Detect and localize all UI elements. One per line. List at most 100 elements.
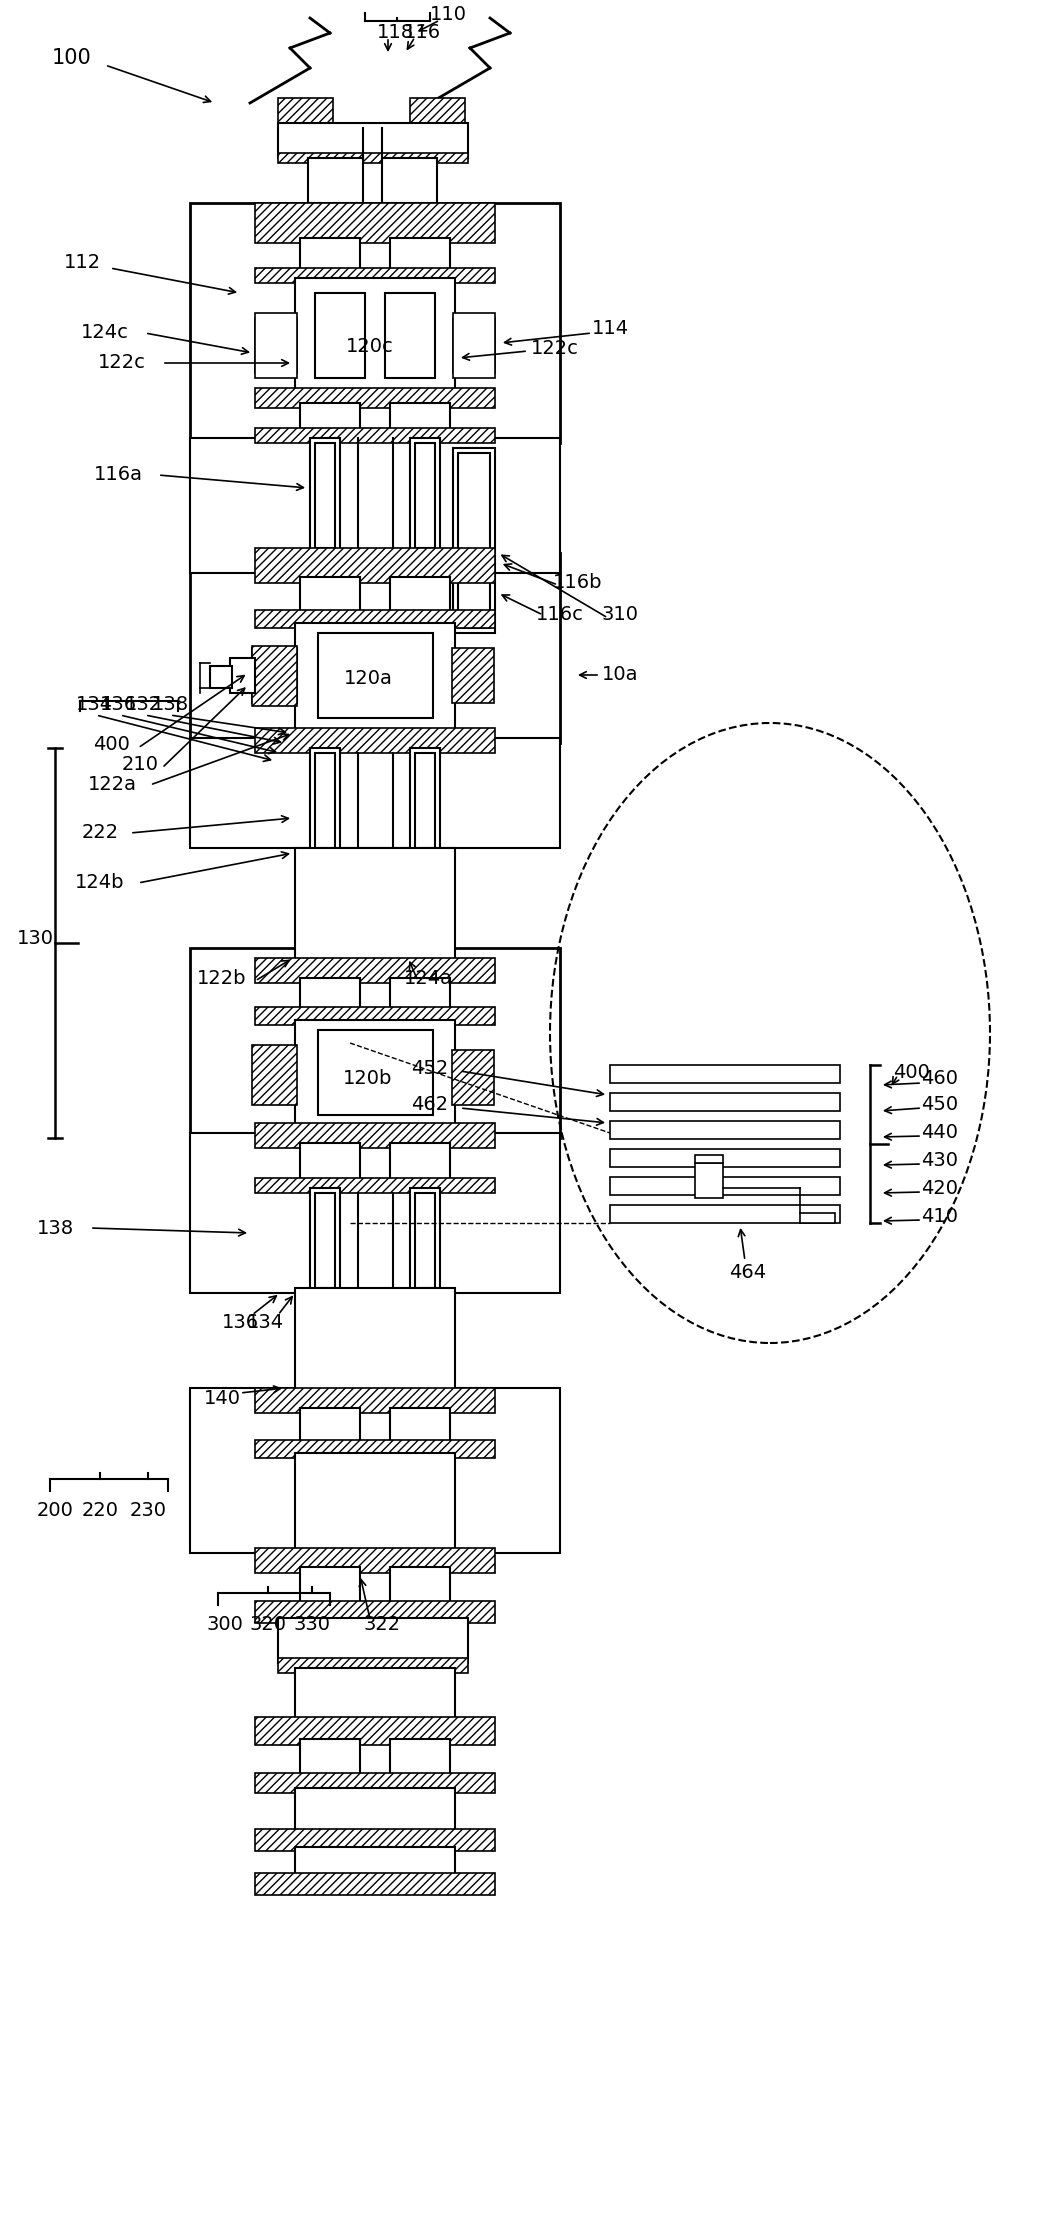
- Bar: [295, 1288, 456, 1393]
- Bar: [300, 1740, 360, 1777]
- Text: 100: 100: [53, 47, 92, 67]
- Bar: [610, 1177, 839, 1195]
- Text: 116a: 116a: [94, 464, 142, 485]
- Text: 116: 116: [403, 25, 441, 42]
- Bar: [382, 159, 437, 203]
- Bar: [278, 1619, 468, 1664]
- Text: 134: 134: [246, 1313, 284, 1333]
- Bar: [255, 1123, 495, 1148]
- Text: 120a: 120a: [344, 668, 392, 688]
- Bar: [255, 1179, 495, 1192]
- Bar: [190, 737, 560, 849]
- Text: 124c: 124c: [81, 324, 129, 342]
- Bar: [255, 389, 495, 409]
- Text: 138: 138: [37, 1219, 74, 1237]
- Bar: [390, 1409, 450, 1443]
- Text: 120c: 120c: [346, 337, 393, 355]
- Bar: [414, 1192, 434, 1288]
- Bar: [453, 313, 495, 377]
- Bar: [390, 1740, 450, 1777]
- Text: 222: 222: [81, 824, 119, 842]
- Bar: [210, 665, 232, 688]
- Bar: [390, 576, 450, 614]
- Text: 124a: 124a: [404, 969, 452, 987]
- Bar: [255, 1717, 495, 1744]
- Bar: [252, 645, 297, 706]
- Bar: [410, 1188, 440, 1293]
- Bar: [318, 632, 433, 719]
- Bar: [230, 659, 255, 692]
- Bar: [255, 1601, 495, 1623]
- Bar: [300, 402, 360, 433]
- Bar: [390, 978, 450, 1014]
- Text: 330: 330: [294, 1614, 330, 1635]
- Bar: [255, 1547, 495, 1572]
- Text: 122c: 122c: [98, 353, 146, 373]
- Text: 140: 140: [203, 1389, 241, 1407]
- Bar: [310, 438, 340, 554]
- Bar: [610, 1065, 839, 1083]
- Text: 322: 322: [363, 1614, 401, 1635]
- Text: 122c: 122c: [531, 339, 579, 357]
- Text: 440: 440: [922, 1123, 958, 1143]
- Text: 460: 460: [922, 1070, 958, 1087]
- Bar: [610, 1206, 839, 1224]
- Text: 400: 400: [94, 735, 130, 755]
- Bar: [278, 154, 468, 163]
- Bar: [255, 203, 495, 243]
- Bar: [452, 648, 494, 703]
- Bar: [255, 429, 495, 442]
- Bar: [385, 293, 434, 377]
- Bar: [310, 1188, 340, 1293]
- Bar: [190, 949, 560, 1139]
- Bar: [414, 753, 434, 849]
- Bar: [295, 623, 456, 732]
- Bar: [300, 576, 360, 614]
- Text: 310: 310: [602, 605, 639, 625]
- Bar: [300, 1568, 360, 1606]
- Bar: [610, 1121, 839, 1139]
- Bar: [278, 123, 468, 159]
- Bar: [295, 1020, 456, 1128]
- Bar: [255, 313, 297, 377]
- Bar: [295, 1454, 456, 1552]
- Bar: [255, 610, 495, 627]
- Bar: [190, 1389, 560, 1552]
- Bar: [458, 453, 490, 627]
- Bar: [252, 648, 297, 703]
- Bar: [255, 1873, 495, 1896]
- Bar: [295, 1668, 456, 1724]
- Bar: [295, 1847, 456, 1876]
- Bar: [414, 442, 434, 547]
- Bar: [190, 1132, 560, 1293]
- Bar: [695, 1163, 723, 1197]
- Text: 112: 112: [63, 255, 101, 272]
- Text: 420: 420: [922, 1179, 958, 1199]
- Bar: [300, 1143, 360, 1181]
- Bar: [295, 849, 456, 962]
- Bar: [255, 547, 495, 583]
- Text: 134: 134: [76, 694, 113, 715]
- Text: 210: 210: [121, 755, 159, 775]
- Text: 122b: 122b: [198, 969, 247, 987]
- Text: 114: 114: [591, 319, 628, 337]
- Text: 400: 400: [893, 1063, 930, 1083]
- Text: 110: 110: [429, 4, 466, 25]
- Text: 450: 450: [922, 1096, 958, 1114]
- Bar: [300, 978, 360, 1014]
- Bar: [315, 293, 365, 377]
- Text: 464: 464: [729, 1264, 767, 1282]
- Text: 120b: 120b: [343, 1070, 392, 1087]
- Bar: [300, 239, 360, 272]
- Text: 200: 200: [37, 1501, 74, 1521]
- Bar: [255, 728, 495, 753]
- Bar: [315, 1192, 335, 1288]
- Text: 138: 138: [151, 694, 188, 715]
- Text: 230: 230: [129, 1501, 166, 1521]
- Bar: [190, 203, 560, 442]
- Bar: [255, 1440, 495, 1458]
- Text: 122a: 122a: [87, 775, 137, 795]
- Bar: [453, 449, 495, 632]
- Bar: [278, 98, 333, 127]
- Text: 116b: 116b: [553, 574, 603, 592]
